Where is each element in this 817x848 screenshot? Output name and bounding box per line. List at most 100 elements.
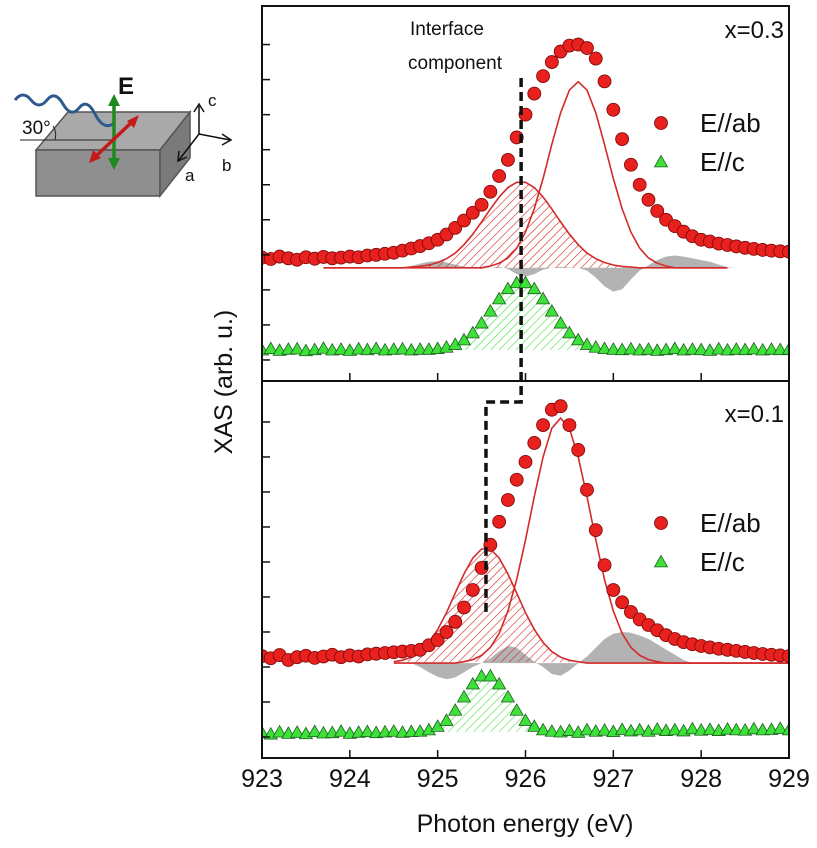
- data-point: [623, 341, 639, 355]
- data-point: [536, 69, 550, 83]
- x-tick-label: 926: [505, 765, 547, 793]
- axis-label: a: [185, 166, 195, 185]
- legend-marker: [654, 116, 668, 130]
- hatched-area: [393, 549, 789, 664]
- incident-beam: [13, 93, 114, 128]
- legend-marker: [653, 554, 669, 568]
- hatched-area: [262, 282, 789, 351]
- y-axis-label: XAS (arb. u.): [210, 310, 238, 455]
- data-point: [641, 342, 656, 355]
- data-point: [650, 721, 665, 735]
- data-point: [527, 281, 542, 295]
- data-point: [439, 625, 454, 639]
- data-point: [527, 436, 542, 450]
- data-point: [316, 341, 331, 354]
- legend-label: E//c: [700, 547, 745, 577]
- data-point: [588, 523, 603, 538]
- data-point: [483, 303, 498, 317]
- data-point: [465, 676, 480, 690]
- data-point: [465, 325, 480, 339]
- x-tick-label: 929: [768, 765, 810, 793]
- data-point: [501, 493, 515, 507]
- data-point: [483, 668, 498, 682]
- difference-area: [411, 632, 693, 680]
- data-point: [518, 713, 533, 726]
- fit-line: [393, 416, 789, 664]
- data-point: [412, 342, 428, 355]
- data-point: [711, 341, 726, 355]
- data-point: [368, 341, 384, 355]
- data-point: [474, 668, 489, 682]
- data-point: [289, 341, 305, 355]
- x-tick-label: 923: [241, 765, 283, 793]
- legend-label: E//ab: [700, 108, 761, 138]
- data-point: [579, 722, 595, 736]
- data-point: [483, 184, 498, 199]
- data-point: [289, 725, 305, 738]
- data-point: [641, 192, 656, 207]
- data-point: [588, 51, 603, 66]
- data-point: [456, 689, 472, 703]
- interface-marker: [484, 78, 523, 615]
- annotation: Interface: [410, 19, 484, 40]
- x-tick-label: 927: [592, 765, 634, 793]
- data-point: [632, 177, 647, 192]
- arrowhead: [221, 133, 233, 146]
- x-axis-label: Photon energy (eV): [417, 810, 634, 838]
- data-point: [439, 713, 454, 726]
- data-point: [746, 341, 762, 355]
- arrowhead: [89, 150, 101, 163]
- data-point: [579, 337, 595, 350]
- x-tick-label: 925: [417, 765, 459, 793]
- data-point: [597, 74, 612, 89]
- data-point: [571, 332, 586, 346]
- data-point: [782, 649, 789, 664]
- data-point: [693, 342, 709, 356]
- legend-label: E//c: [700, 147, 745, 177]
- x-tick-label: 924: [329, 765, 371, 793]
- data-point: [571, 443, 586, 457]
- data-point: [632, 722, 647, 736]
- data-point: [395, 341, 410, 355]
- data-point: [360, 724, 375, 738]
- data-point: [624, 157, 638, 172]
- field-label: E: [118, 73, 134, 100]
- data-point: [535, 291, 551, 305]
- data-point: [729, 722, 744, 736]
- data-point: [562, 418, 577, 433]
- data-point: [430, 633, 445, 647]
- data-point: [509, 703, 524, 716]
- angle-label: 30°: [22, 118, 51, 139]
- data-point: [597, 723, 612, 736]
- data-point: [773, 721, 788, 734]
- data-point: [685, 721, 700, 735]
- data-point: [615, 132, 630, 147]
- data-point: [386, 724, 401, 737]
- data-point: [553, 315, 568, 329]
- legend-marker: [654, 516, 668, 530]
- data-point: [667, 341, 683, 355]
- x-tick-label: 928: [680, 765, 722, 793]
- panel-label: x=0.1: [725, 401, 784, 428]
- data-point: [527, 86, 542, 101]
- axis-label: b: [222, 156, 231, 175]
- axis-label: c: [208, 91, 217, 110]
- arrowhead: [108, 158, 120, 170]
- data-point: [535, 722, 551, 736]
- data-point: [562, 325, 577, 339]
- data-point: [650, 204, 665, 218]
- data-point: [501, 152, 515, 167]
- axis-a: [178, 133, 200, 161]
- arrowhead: [108, 94, 120, 106]
- data-point: [536, 418, 550, 433]
- arrowhead: [127, 115, 139, 128]
- data-point: [448, 614, 463, 629]
- data-point: [606, 102, 621, 117]
- data-point: [491, 291, 507, 305]
- data-point: [729, 342, 744, 355]
- data-point: [518, 454, 533, 469]
- data-point: [307, 724, 322, 738]
- data-point: [491, 676, 507, 690]
- data-point: [606, 342, 621, 355]
